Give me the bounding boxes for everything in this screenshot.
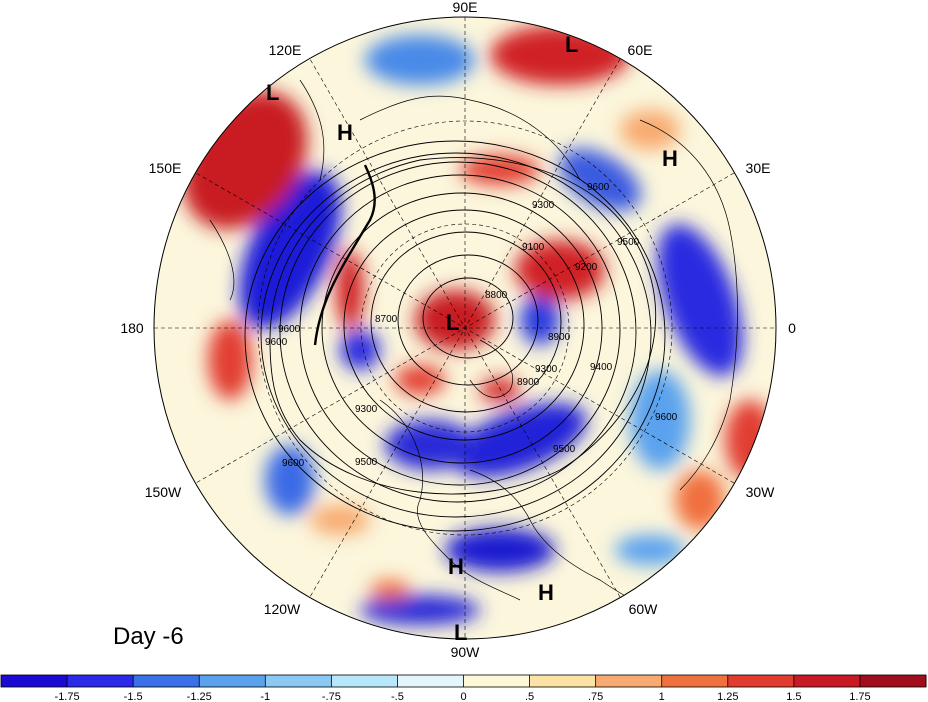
contour-label: 8800 — [485, 290, 508, 301]
day-label: Day -6 — [113, 623, 184, 650]
colorbar-tick-label: -1.25 — [187, 691, 212, 702]
lon-label: 150W — [145, 484, 182, 500]
colorbar-tick-label: 0 — [460, 691, 466, 702]
center-marker: L — [565, 32, 578, 57]
contour-label: 9500 — [355, 457, 378, 468]
center-marker: L — [446, 310, 459, 335]
lon-label: 150E — [149, 160, 182, 176]
lon-label: 120E — [269, 42, 302, 58]
colorbar-swatch — [859, 675, 927, 687]
lon-label: 120W — [264, 601, 301, 617]
colorbar-swatch — [595, 675, 663, 687]
colorbar-tick-label: -.5 — [391, 691, 404, 702]
colorbar-tick-label: 1.75 — [849, 691, 870, 702]
longitude-labels: 90E 60E 30E 0 30W 60W 90W 120W 150W 180 … — [120, 0, 796, 660]
lon-label: 30E — [746, 160, 771, 176]
center-marker: H — [538, 580, 554, 605]
contour-label: 8900 — [517, 377, 540, 388]
colorbar-tick-label: -1 — [260, 691, 270, 702]
colorbar-swatch — [1, 675, 68, 687]
colorbar-swatch — [199, 675, 266, 687]
contour-label: 9500 — [617, 237, 640, 248]
contour-label: 9300 — [535, 364, 558, 375]
colorbar-swatch — [133, 675, 200, 687]
contour-label: 9500 — [553, 444, 576, 455]
contour-label: 9600 — [265, 337, 288, 348]
colorbar-swatch — [331, 675, 398, 687]
contour-label: 9600 — [587, 182, 610, 193]
colorbar-tick-label: -1.5 — [124, 691, 143, 702]
center-marker: L — [266, 80, 279, 105]
lon-label: 90E — [453, 0, 478, 15]
colorbar-tick-label: .5 — [525, 691, 534, 702]
contour-label: 9100 — [522, 242, 545, 253]
lon-label: 30W — [746, 484, 776, 500]
colorbar: -1.75 -1.5 -1.25 -1 -.75 -.5 0 .5 .75 1 1.25 1.5 1.7… — [0, 674, 927, 702]
contour-label: 9600 — [282, 458, 305, 469]
colorbar-swatch — [727, 675, 795, 687]
colorbar-swatch — [397, 675, 464, 687]
contour-label: 9300 — [532, 200, 555, 211]
lon-label: 60E — [628, 42, 653, 58]
center-marker: H — [662, 146, 678, 171]
colorbar-tick-label: 1 — [659, 691, 665, 702]
contour-label: 8700 — [375, 314, 398, 325]
contour-labels: 9600 9600 9600 9600 9500 9500 9500 9400 … — [265, 182, 678, 469]
colorbar-tick-label: -1.75 — [55, 691, 80, 702]
center-marker: H — [337, 120, 353, 145]
center-marker: H — [448, 554, 464, 579]
colorbar-swatch — [529, 675, 597, 687]
lon-label: 90W — [451, 644, 481, 660]
map-border — [153, 16, 777, 640]
colorbar-tick-label: 1.25 — [717, 691, 738, 702]
graticule — [154, 17, 776, 639]
colorbar-tick-label: -.75 — [322, 691, 341, 702]
contour-label: 9600 — [278, 324, 301, 335]
contour-label: 9400 — [590, 362, 613, 373]
lon-label: 60W — [629, 601, 659, 617]
colorbar-swatch — [793, 675, 861, 687]
colorbar-swatch — [463, 675, 531, 687]
colorbar-tick-label: .75 — [588, 691, 603, 702]
contour-label: 9300 — [355, 404, 378, 415]
lon-label: 180 — [120, 320, 144, 336]
contour-label: 9200 — [575, 262, 598, 273]
colorbar-swatch — [67, 675, 134, 687]
colorbar-swatch — [661, 675, 729, 687]
colorbar-tick-label: 1.5 — [786, 691, 801, 702]
center-marker: L — [454, 620, 467, 645]
colorbar-swatch — [265, 675, 332, 687]
pressure-centers: L L H H L H H L — [266, 32, 678, 645]
lon-label: 0 — [788, 320, 796, 336]
contour-label: 9600 — [655, 412, 678, 423]
contour-label: 8900 — [548, 332, 571, 343]
